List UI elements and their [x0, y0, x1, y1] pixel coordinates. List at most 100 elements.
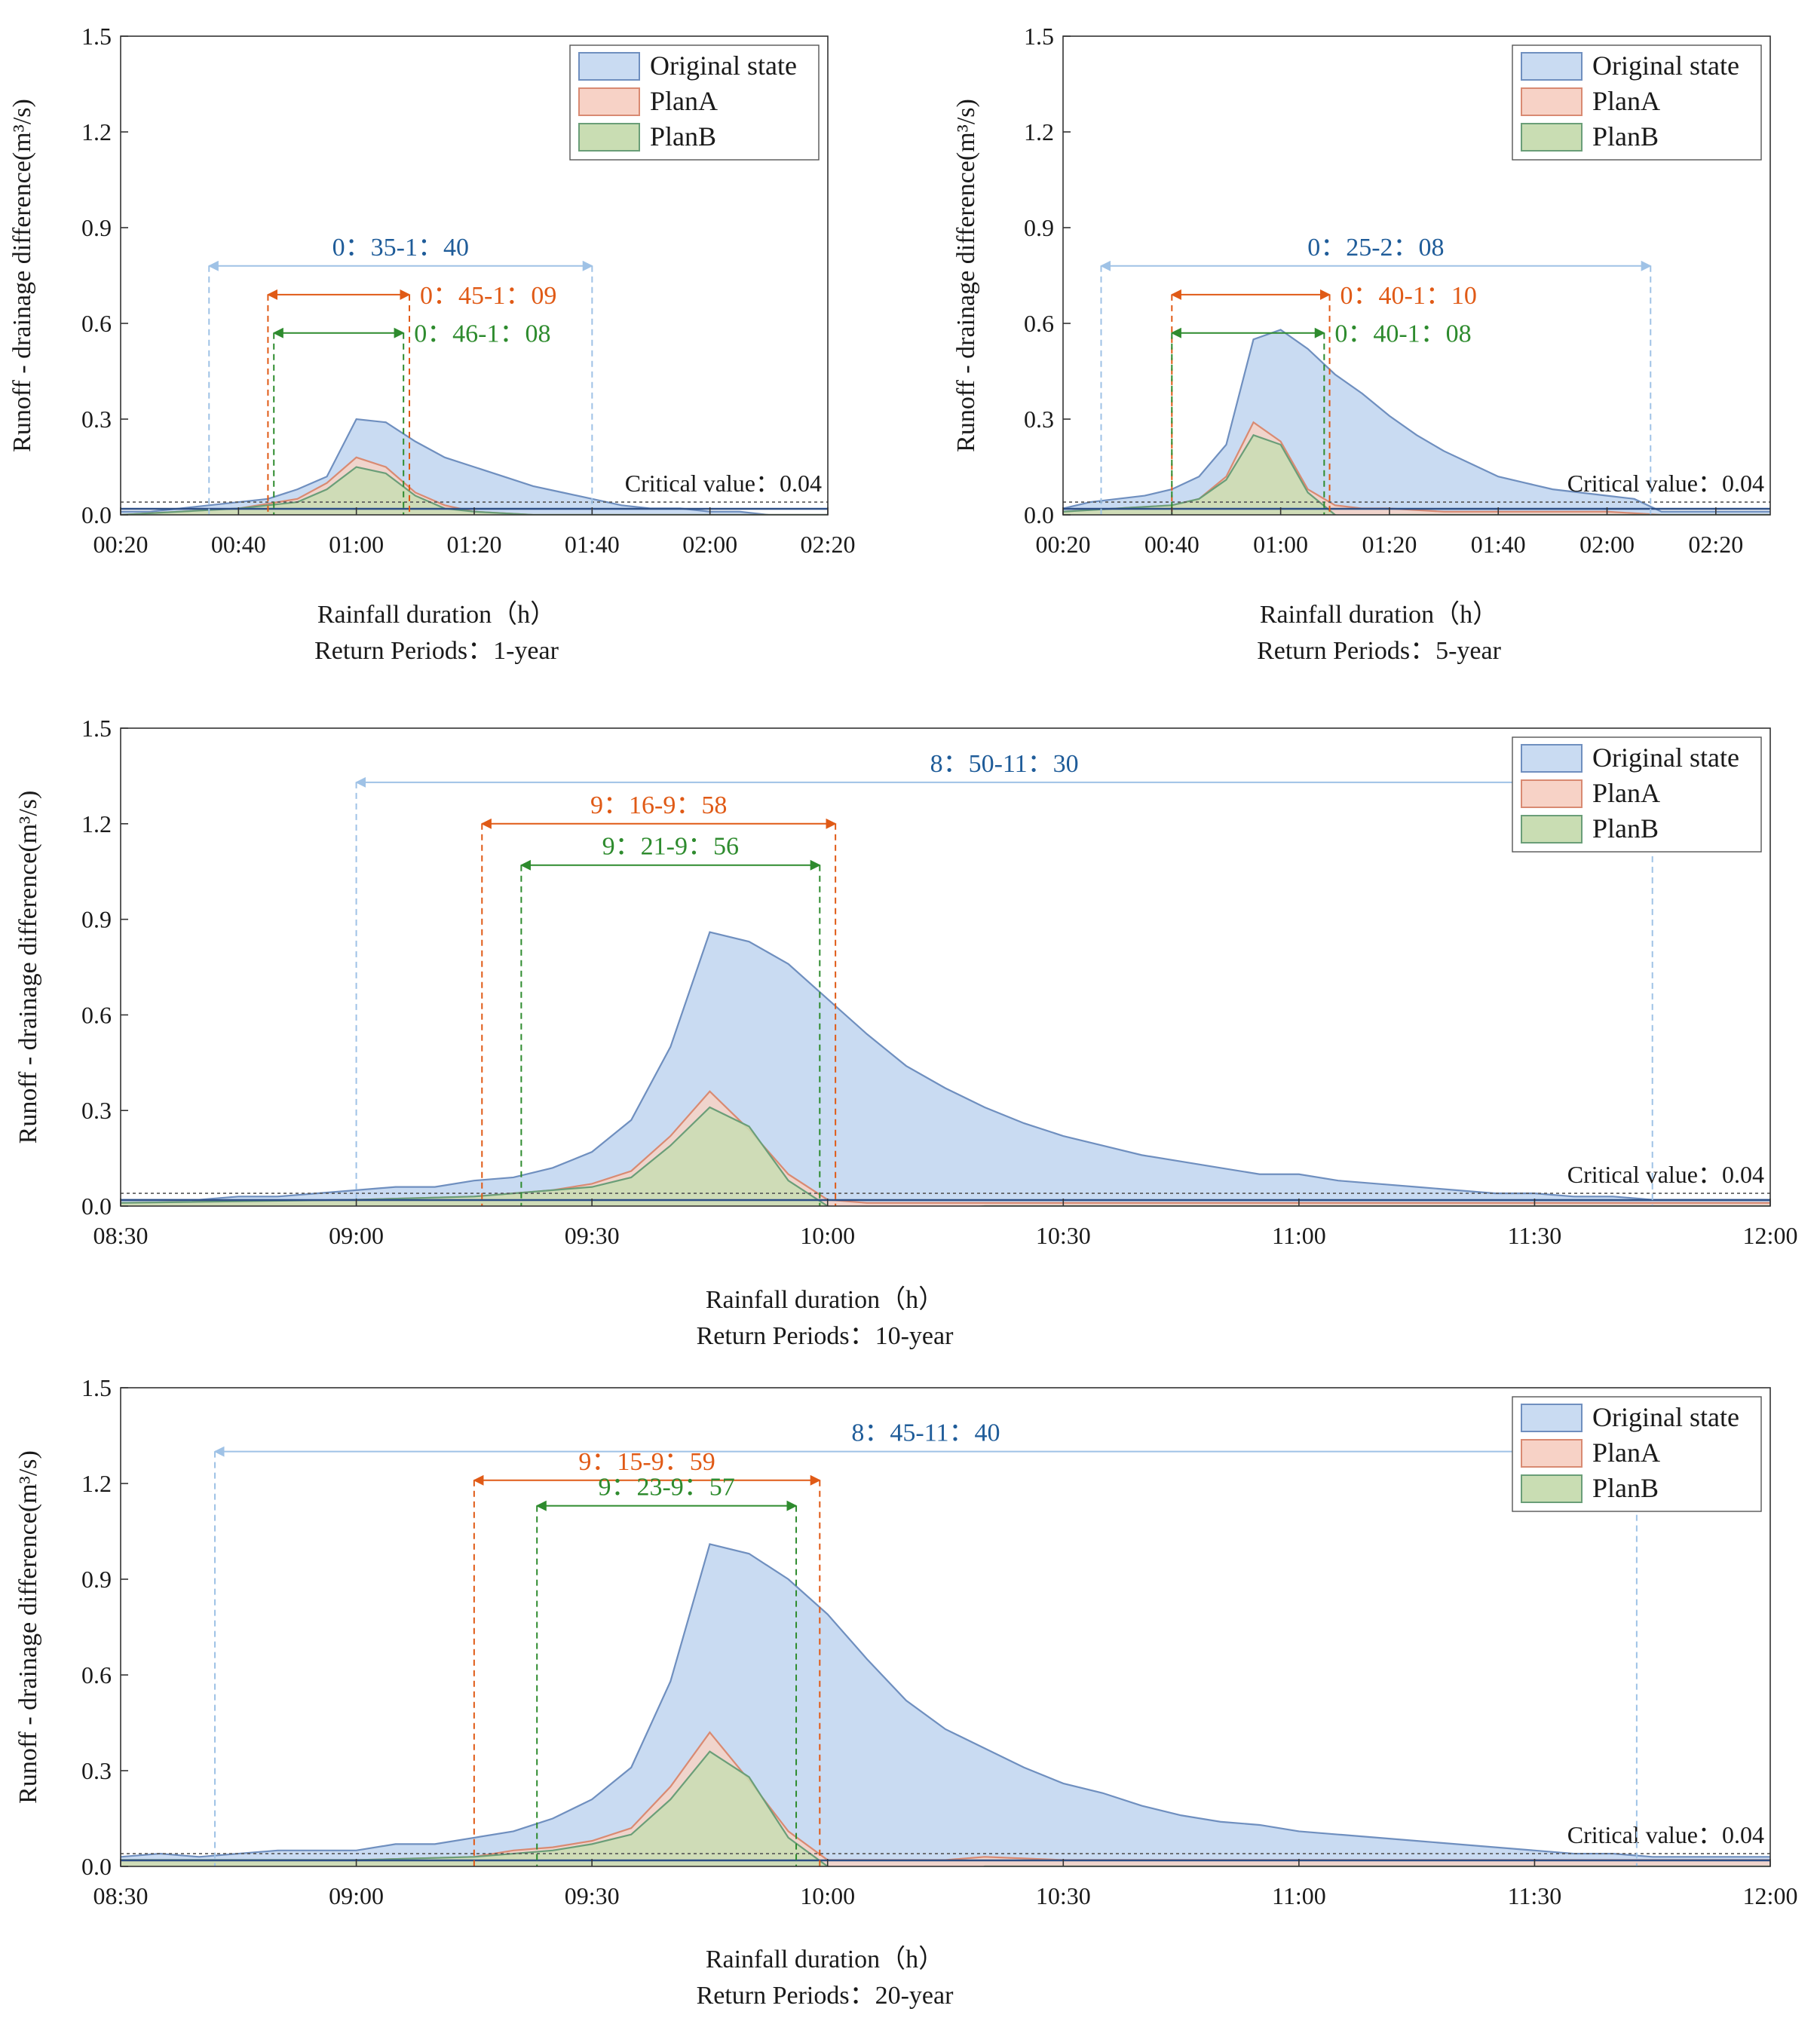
critical-value-label: Critical value：0.04	[625, 470, 822, 497]
annotation-1: 8：50-11：30	[355, 750, 1653, 1206]
y-tick-label: 0.6	[81, 1661, 112, 1689]
plot-area	[121, 1543, 1770, 1866]
x-tick-label: 00:40	[211, 531, 266, 558]
x-tick-label: 12:00	[1743, 1882, 1798, 1909]
y-tick-label: 1.2	[81, 810, 112, 837]
y-axis-label: Runoff - drainage difference(m³/s)	[14, 1450, 42, 1804]
annotation-1: 8：45-11：40	[213, 1419, 1638, 1866]
y-axis-label: Runoff - drainage difference(m³/s)	[8, 99, 36, 452]
x-tick-label: 01:20	[447, 531, 502, 558]
annotation-label: 9：23-9：57	[598, 1474, 734, 1502]
y-axis-label: Runoff - drainage difference(m³/s)	[14, 791, 42, 1144]
legend-label-plan-a: PlanA	[1592, 86, 1660, 116]
y-tick-label: 0.6	[81, 310, 112, 337]
x-tick-label: 02:00	[682, 531, 737, 558]
y-tick-label: 1.5	[1024, 23, 1054, 50]
y-tick-label: 0.0	[81, 1853, 112, 1880]
y-tick-label: 0.0	[81, 501, 112, 528]
y-tick-label: 1.2	[1024, 118, 1054, 145]
x-axis-label: Rainfall duration（h）	[1260, 600, 1498, 629]
annotation-3: 9：21-9：56	[519, 833, 821, 1206]
x-tick-label: 10:00	[800, 1882, 855, 1909]
legend: Original state PlanA PlanB	[1512, 736, 1762, 853]
x-tick-label: 09:00	[329, 1882, 384, 1909]
return-period-label: Return Periods：5-year	[1257, 637, 1502, 665]
annotation-1: 0：35-1：40	[207, 234, 593, 515]
legend-swatch-original-state	[1521, 744, 1583, 773]
legend-swatch-plan-a	[1521, 1439, 1583, 1468]
legend-swatch-plan-a	[1521, 87, 1583, 116]
annotation-label: 8：50-11：30	[930, 750, 1079, 778]
y-tick-label: 0.3	[81, 1097, 112, 1124]
x-tick-label: 08:30	[93, 1882, 149, 1909]
line-plan-b	[1063, 433, 1770, 515]
x-tick-label: 11:30	[1508, 1882, 1562, 1909]
chart-panel-3: Critical value：0.04 8：50-11：30 9：16-9：58 9：…	[14, 715, 1797, 1350]
x-tick-label: 09:30	[565, 1222, 620, 1249]
line-plan-b	[121, 1750, 1770, 1866]
legend-swatch-plan-a	[1521, 779, 1583, 808]
legend-label-original-state: Original state	[1592, 742, 1739, 773]
x-tick-label: 09:30	[565, 1882, 620, 1909]
legend-label-plan-b: PlanB	[1592, 813, 1659, 844]
y-tick-label: 0.3	[81, 406, 112, 433]
legend-swatch-plan-b	[1521, 815, 1583, 844]
legend-swatch-plan-b	[1521, 1474, 1583, 1503]
y-tick-label: 1.2	[81, 1470, 112, 1497]
x-tick-label: 09:00	[329, 1222, 384, 1249]
line-original-state	[121, 1543, 1770, 1858]
line-plan-b	[121, 1106, 1770, 1206]
legend-label-plan-b: PlanB	[1592, 1473, 1659, 1503]
annotation-2: 0：45-1：09	[267, 282, 556, 515]
chart-panel-2: Critical value：0.04 0：25-2：08 0：40-1：10 0：4…	[952, 23, 1771, 665]
return-period-label: Return Periods：20-year	[697, 1982, 954, 2010]
x-tick-label: 08:30	[93, 1222, 149, 1249]
x-tick-label: 10:30	[1036, 1222, 1091, 1249]
area-plan-a	[121, 457, 828, 515]
x-tick-label: 00:20	[1036, 531, 1091, 558]
y-tick-label: 0.0	[81, 1193, 112, 1220]
legend-label-original-state: Original state	[650, 51, 797, 81]
x-tick-label: 11:00	[1272, 1222, 1326, 1249]
y-tick-label: 1.2	[81, 118, 112, 145]
x-tick-label: 12:00	[1743, 1222, 1798, 1249]
annotation-3: 0：40-1：08	[1170, 320, 1472, 515]
x-axis-label: Rainfall duration（h）	[706, 1285, 944, 1314]
return-period-label: Return Periods：10-year	[697, 1322, 954, 1350]
y-tick-label: 0.6	[1024, 310, 1054, 337]
legend-swatch-original-state	[1521, 1404, 1583, 1432]
y-tick-label: 1.5	[81, 1374, 112, 1401]
annotation-label: 8：45-11：40	[851, 1419, 1000, 1447]
legend-label-plan-a: PlanA	[1592, 778, 1660, 808]
line-plan-a	[121, 456, 828, 515]
x-axis-label: Rainfall duration（h）	[706, 1945, 944, 1973]
annotation-label: 0：46-1：08	[414, 320, 550, 348]
x-tick-label: 02:20	[801, 531, 856, 558]
x-tick-label: 02:20	[1688, 531, 1743, 558]
y-tick-label: 1.5	[81, 23, 112, 50]
legend-label-plan-b: PlanB	[650, 121, 716, 152]
annotation-3: 0：46-1：08	[272, 320, 551, 515]
y-tick-label: 1.5	[81, 715, 112, 742]
annotation-2: 9：15-9：59	[473, 1448, 821, 1866]
legend: Original state PlanA PlanB	[1512, 44, 1762, 161]
y-tick-label: 0.9	[1024, 214, 1054, 241]
annotation-label: 0：45-1：09	[420, 282, 556, 310]
plot-area	[1063, 329, 1770, 515]
annotation-3: 9：23-9：57	[535, 1474, 798, 1866]
return-period-label: Return Periods：1-year	[314, 637, 559, 665]
x-tick-label: 00:40	[1144, 531, 1200, 558]
legend-swatch-plan-b	[578, 123, 640, 152]
x-tick-label: 01:40	[565, 531, 620, 558]
plot-frame	[120, 1387, 1771, 1867]
line-original-state	[121, 931, 1770, 1201]
plot-frame	[120, 727, 1771, 1207]
chart-panel-4: Critical value：0.04 8：45-11：40 9：15-9：599：…	[14, 1374, 1797, 2010]
plot-area	[121, 931, 1770, 1206]
line-original-state	[1063, 329, 1770, 513]
legend-label-plan-a: PlanA	[650, 86, 718, 116]
critical-value-label: Critical value：0.04	[1567, 470, 1764, 497]
x-tick-label: 11:00	[1272, 1882, 1326, 1909]
y-tick-label: 0.9	[81, 906, 112, 933]
